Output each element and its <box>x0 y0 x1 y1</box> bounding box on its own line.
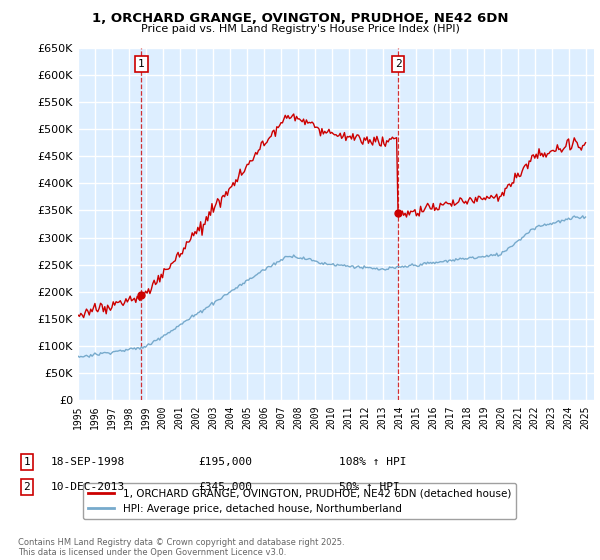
Text: Contains HM Land Registry data © Crown copyright and database right 2025.
This d: Contains HM Land Registry data © Crown c… <box>18 538 344 557</box>
Text: 1: 1 <box>138 59 145 69</box>
Text: 50% ↑ HPI: 50% ↑ HPI <box>339 482 400 492</box>
Text: 1, ORCHARD GRANGE, OVINGTON, PRUDHOE, NE42 6DN: 1, ORCHARD GRANGE, OVINGTON, PRUDHOE, NE… <box>92 12 508 25</box>
Text: 1: 1 <box>23 457 31 467</box>
Text: £195,000: £195,000 <box>198 457 252 467</box>
Text: Price paid vs. HM Land Registry's House Price Index (HPI): Price paid vs. HM Land Registry's House … <box>140 24 460 34</box>
Text: 108% ↑ HPI: 108% ↑ HPI <box>339 457 407 467</box>
Legend: 1, ORCHARD GRANGE, OVINGTON, PRUDHOE, NE42 6DN (detached house), HPI: Average pr: 1, ORCHARD GRANGE, OVINGTON, PRUDHOE, NE… <box>83 483 517 519</box>
Text: 18-SEP-1998: 18-SEP-1998 <box>51 457 125 467</box>
Text: £345,000: £345,000 <box>198 482 252 492</box>
Text: 2: 2 <box>395 59 401 69</box>
Text: 10-DEC-2013: 10-DEC-2013 <box>51 482 125 492</box>
Text: 2: 2 <box>23 482 31 492</box>
